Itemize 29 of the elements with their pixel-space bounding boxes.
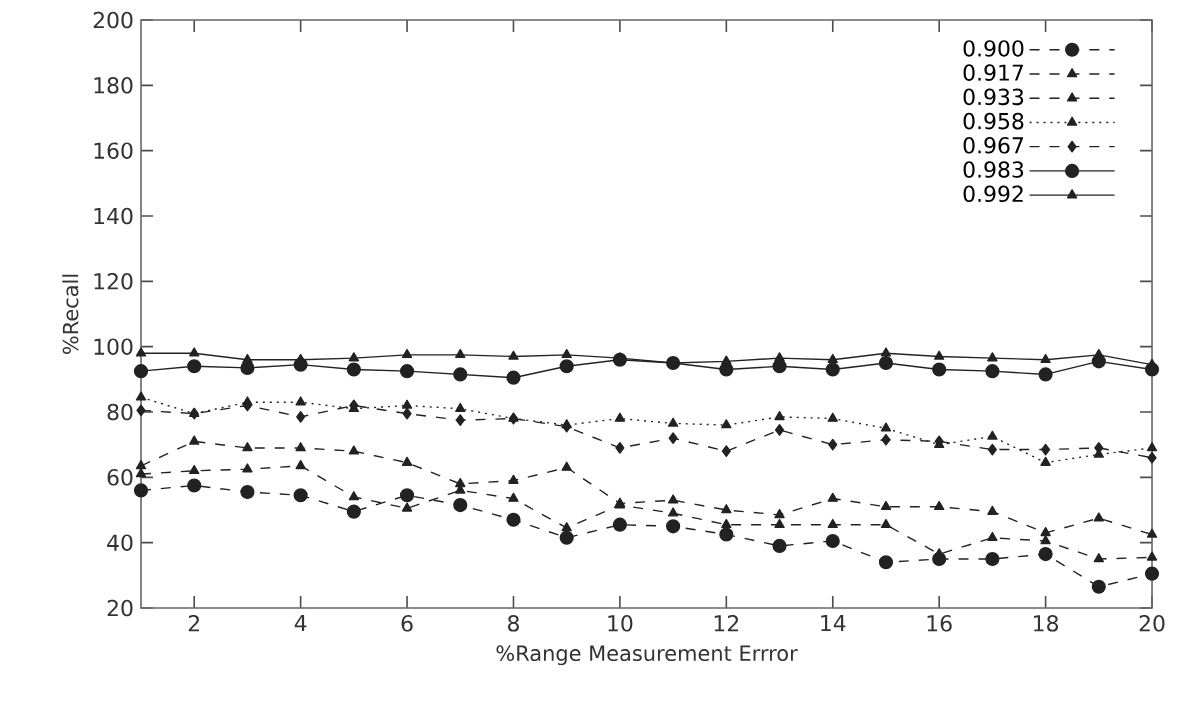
y-tick-label: 120 xyxy=(94,273,133,290)
x-tick-label: 16 xyxy=(927,615,952,632)
y-axis-title: %Recall xyxy=(62,274,79,354)
y-tick-label: 160 xyxy=(94,142,133,159)
x-tick-label: 12 xyxy=(714,615,739,632)
legend-label: 0.900 xyxy=(963,40,1024,57)
y-tick-label: 20 xyxy=(107,599,133,617)
y-tick-label: 60 xyxy=(107,469,133,486)
x-tick-label: 6 xyxy=(401,615,413,632)
y-tick-label: 40 xyxy=(107,534,133,551)
x-tick-label: 14 xyxy=(821,615,846,632)
x-tick-label: 18 xyxy=(1034,615,1059,632)
legend-label: 0.917 xyxy=(963,64,1023,81)
x-tick-label: 2 xyxy=(188,615,199,632)
y-tick-label: 200 xyxy=(93,11,133,29)
legend-label: 0.983 xyxy=(963,161,1024,178)
legend-label: 0.992 xyxy=(963,185,1023,203)
x-axis-title: %Range Measurement Errror xyxy=(496,645,798,666)
x-tick-label: 8 xyxy=(508,615,519,632)
y-tick-label: 100 xyxy=(94,338,133,355)
legend-label: 0.933 xyxy=(963,88,1024,106)
legend-label: 0.958 xyxy=(963,112,1024,130)
legend-label: 0.967 xyxy=(963,137,1023,154)
y-tick-label: 180 xyxy=(94,77,133,94)
y-tick-label: 140 xyxy=(94,207,133,225)
x-tick-label: 10 xyxy=(608,615,633,632)
x-tick-label: 20 xyxy=(1139,615,1165,632)
y-tick-label: 80 xyxy=(107,403,133,421)
x-tick-label: 4 xyxy=(294,615,307,632)
